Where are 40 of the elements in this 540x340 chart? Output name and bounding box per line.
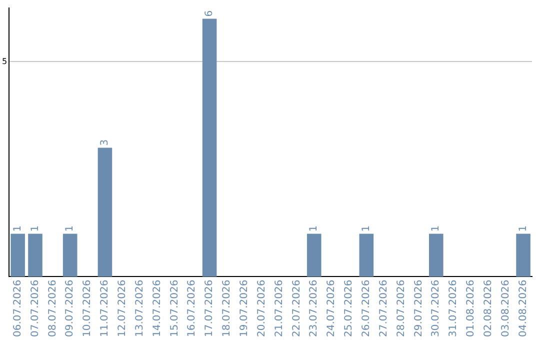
x-tick-label: 03.08.2026 [500,280,512,338]
data-label: 1 [64,225,76,232]
x-tick-label: 31.07.2026 [448,280,460,338]
x-tick-label: 22.07.2026 [291,280,302,338]
x-tick-label: 28.07.2026 [396,280,407,338]
x-tick-label: 10.07.2026 [82,280,94,338]
x-tick-label: 26.07.2026 [361,280,372,338]
data-label: 1 [361,225,372,232]
x-tick-label: 24.07.2026 [326,280,338,338]
x-tick-label: 20.07.2026 [256,280,268,338]
x-tick-label: 17.07.2026 [204,280,216,338]
x-tick-label: 13.07.2026 [134,280,146,338]
x-tick-label: 30.07.2026 [430,280,442,338]
x-tick-label: 11.07.2026 [100,280,111,338]
x-tick-label: 08.07.2026 [47,280,58,338]
x-tick-label: 25.07.2026 [344,280,355,338]
y-tick-label: 5 [2,56,8,66]
x-tick-label: 23.07.2026 [308,280,320,338]
data-label: 1 [12,225,24,232]
x-tick-label: 14.07.2026 [152,280,163,338]
x-tick-label: 18.07.2026 [222,280,233,338]
x-tick-label: 12.07.2026 [116,280,128,338]
x-tick-label: 06.07.2026 [12,280,24,338]
x-tick-label: 19.07.2026 [238,280,250,338]
x-tick-label: 02.08.2026 [483,280,494,338]
data-label: 1 [308,225,320,232]
x-tick-label: 21.07.2026 [274,280,285,338]
x-tick-label: 04.08.2026 [518,280,529,338]
data-label: 6 [204,10,216,17]
data-label: 3 [100,139,111,146]
x-tick-label: 16.07.2026 [186,280,198,338]
x-tick-label: 09.07.2026 [64,280,76,338]
x-tick-label: 01.08.2026 [466,280,477,338]
x-tick-label: 07.07.2026 [30,280,41,338]
data-label: 1 [430,225,442,232]
data-label: 1 [30,225,41,232]
x-tick-label: 15.07.2026 [169,280,180,338]
x-tick-label: 29.07.2026 [413,280,424,338]
x-tick-label: 27.07.2026 [378,280,390,338]
data-label: 1 [518,225,529,232]
